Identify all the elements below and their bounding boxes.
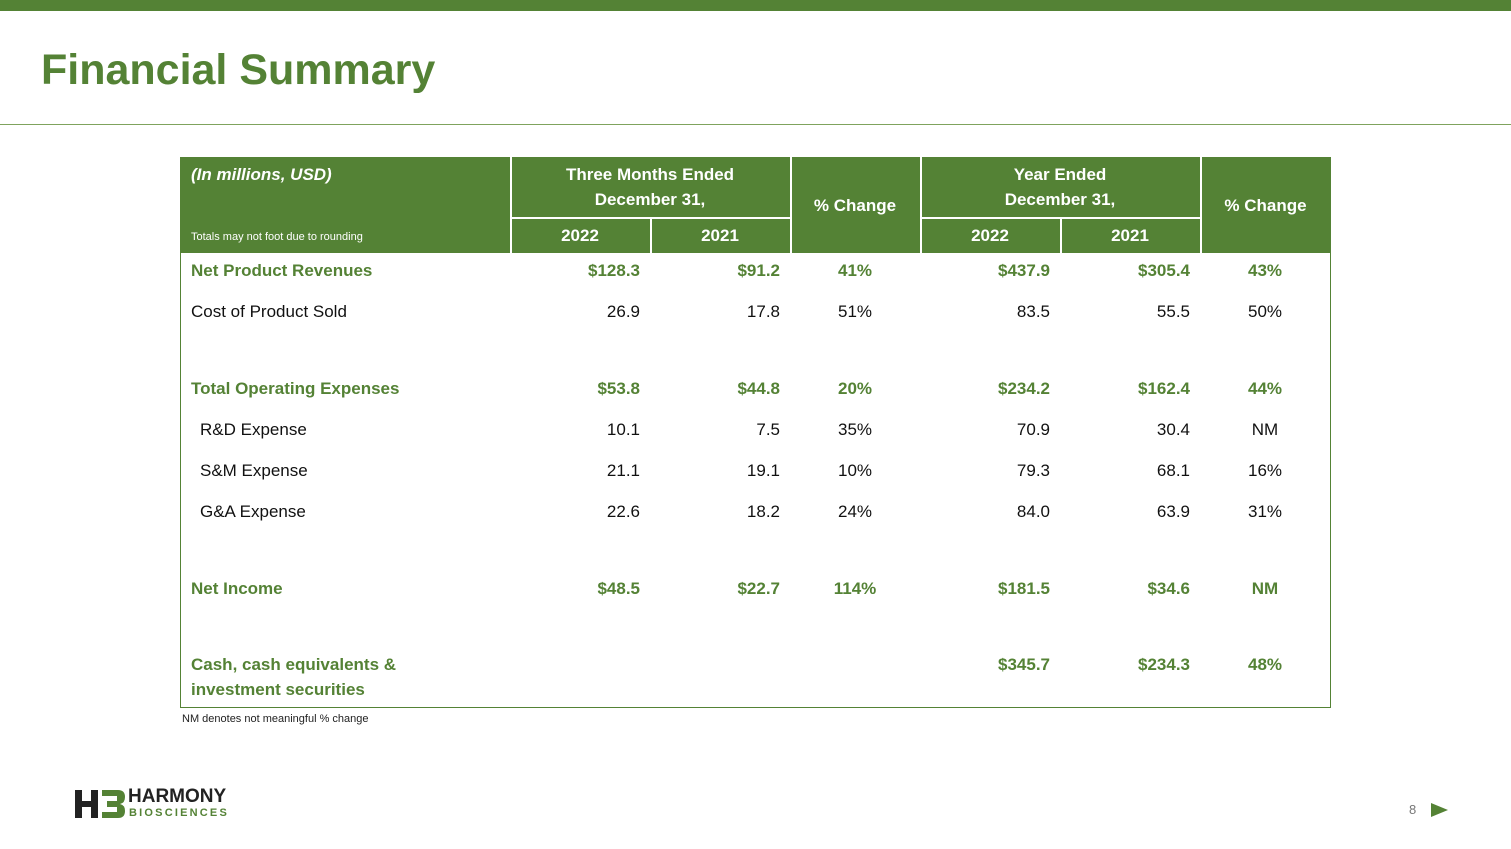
header-separator [650, 218, 652, 253]
group-header: December 31, [1004, 190, 1116, 209]
cell: 48% [1247, 655, 1283, 674]
header-separator [1200, 157, 1202, 253]
header-bg [180, 157, 1331, 253]
cell: 84.0 [1016, 502, 1050, 521]
group-header: Year Ended [1013, 165, 1107, 184]
cell: $234.3 [1138, 655, 1190, 674]
cell: $128.3 [588, 261, 640, 280]
row-label: S&M Expense [200, 461, 308, 480]
cell: $53.8 [597, 379, 640, 398]
logo-mark [75, 790, 125, 818]
row-label: G&A Expense [200, 502, 306, 521]
cell: 114% [833, 579, 877, 598]
cell: 17.8 [746, 302, 780, 321]
top-bar [0, 0, 1511, 11]
cell: $234.2 [998, 379, 1050, 398]
title: Financial Summary [41, 46, 436, 94]
units: (In millions, USD) [191, 165, 332, 184]
group-header: December 31, [594, 190, 706, 209]
cell: 24% [837, 502, 873, 521]
cell: $345.7 [998, 655, 1050, 674]
header-separator [510, 157, 512, 253]
row-label: investment securities [191, 680, 365, 699]
cell: $34.6 [1147, 579, 1190, 598]
cell: 10.1 [606, 420, 640, 439]
cell: 21.1 [606, 461, 640, 480]
header-separator [920, 157, 922, 253]
cell: 16% [1247, 461, 1283, 480]
cell: 10% [837, 461, 873, 480]
row-label: R&D Expense [200, 420, 307, 439]
row-label: Net Product Revenues [191, 261, 373, 280]
cell: $181.5 [998, 579, 1050, 598]
cell: NM [1251, 420, 1279, 439]
cell: NM [1251, 579, 1279, 598]
cell: 26.9 [606, 302, 640, 321]
cell: $305.4 [1138, 261, 1190, 280]
cell: 51% [837, 302, 873, 321]
cell: 18.2 [746, 502, 780, 521]
group-header: Three Months Ended [565, 165, 735, 184]
cell: $91.2 [737, 261, 780, 280]
cell: 79.3 [1016, 461, 1050, 480]
cell: $22.7 [737, 579, 780, 598]
footnote: NM denotes not meaningful % change [182, 713, 369, 725]
year-header: 2021 [701, 226, 739, 245]
cell: 19.1 [746, 461, 780, 480]
row-label: Cost of Product Sold [191, 302, 347, 321]
logo-name: HARMONY [128, 786, 227, 807]
cell: $48.5 [597, 579, 640, 598]
header-separator [790, 157, 792, 253]
year-header: 2022 [561, 226, 599, 245]
cell: 50% [1247, 302, 1283, 321]
cell: $44.8 [737, 379, 780, 398]
note: Totals may not foot due to rounding [191, 231, 363, 243]
cell: 30.4 [1156, 420, 1190, 439]
cell: 41% [837, 261, 873, 280]
cell: 83.5 [1016, 302, 1050, 321]
cell: 7.5 [756, 420, 780, 439]
row-label: Cash, cash equivalents & [191, 655, 397, 674]
cell: 20% [837, 379, 873, 398]
cell: 70.9 [1016, 420, 1050, 439]
cell: 35% [837, 420, 873, 439]
cell: 31% [1247, 502, 1283, 521]
header-separator [920, 217, 1200, 219]
cell: 63.9 [1156, 502, 1190, 521]
cell: 43% [1247, 261, 1283, 280]
change-header: % Change [1224, 196, 1307, 215]
page-number: 8 [1409, 802, 1417, 817]
change-header: % Change [813, 196, 897, 215]
cell: 55.5 [1156, 302, 1190, 321]
cell: 44% [1247, 379, 1283, 398]
cell: 22.6 [606, 502, 640, 521]
header-separator [510, 217, 790, 219]
cell: $437.9 [998, 261, 1050, 280]
year-header: 2022 [971, 226, 1009, 245]
header-separator [1060, 218, 1062, 253]
year-header: 2021 [1111, 226, 1149, 245]
cell: $162.4 [1138, 379, 1190, 398]
cell: 68.1 [1156, 461, 1190, 480]
title-rule [0, 124, 1511, 125]
row-label: Net Income [191, 579, 283, 598]
next-arrow [1431, 803, 1448, 817]
row-label: Total Operating Expenses [191, 379, 400, 398]
logo-sub: BIOSCIENCES [129, 807, 229, 819]
